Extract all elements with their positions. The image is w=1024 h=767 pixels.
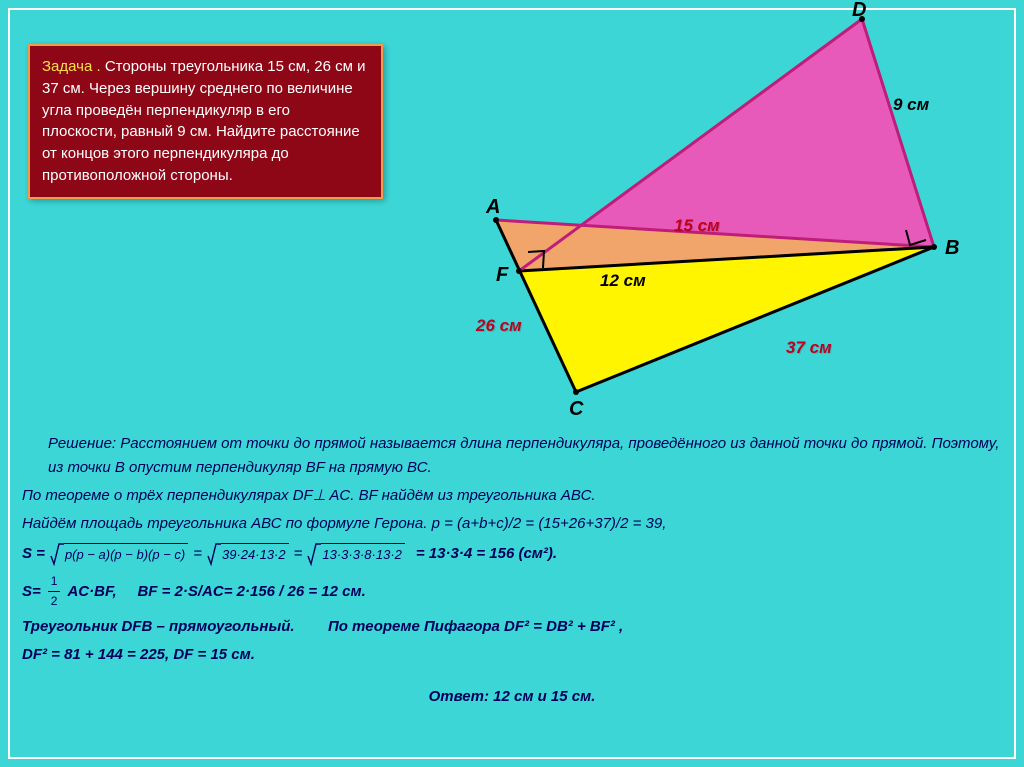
- vertex-B: B: [945, 237, 959, 260]
- sol-line6: Треугольник DFB – прямоугольный. По теор…: [22, 615, 1002, 639]
- vertex-D: D: [852, 0, 866, 22]
- solution-block: Решение: Расстоянием от точки до прямой …: [22, 432, 1002, 713]
- dim-37: 37 см: [786, 338, 832, 358]
- vertex-F: F: [496, 264, 508, 287]
- dim-9: 9 см: [893, 95, 929, 115]
- sol-line7: DF² = 81 + 144 = 225, DF = 15 см.: [22, 643, 1002, 667]
- dim-15: 15 см: [674, 216, 720, 236]
- dim-12: 12 см: [600, 271, 646, 291]
- sol-line5: S= 12 AC·BF, BF = 2·S/AC= 2·156 / 26 = 1…: [22, 572, 1002, 611]
- sol-line1: Решение: Расстоянием от точки до прямой …: [22, 432, 1002, 480]
- sol-line2: По теореме о трёх перпендикулярах DF⊥ AC…: [22, 484, 1002, 508]
- geometry-diagram: [0, 0, 1024, 425]
- answer: Ответ: 12 см и 15 см.: [22, 685, 1002, 709]
- sol-line3: Найдём площадь треугольника АВС по форму…: [22, 512, 1002, 536]
- sol-heron: S = p(p − a)(p − b)(p − c) = 39·24·13·2 …: [22, 540, 1002, 568]
- vertex-C: C: [569, 398, 583, 421]
- dim-26: 26 см: [476, 316, 522, 336]
- vertex-A: A: [486, 196, 500, 219]
